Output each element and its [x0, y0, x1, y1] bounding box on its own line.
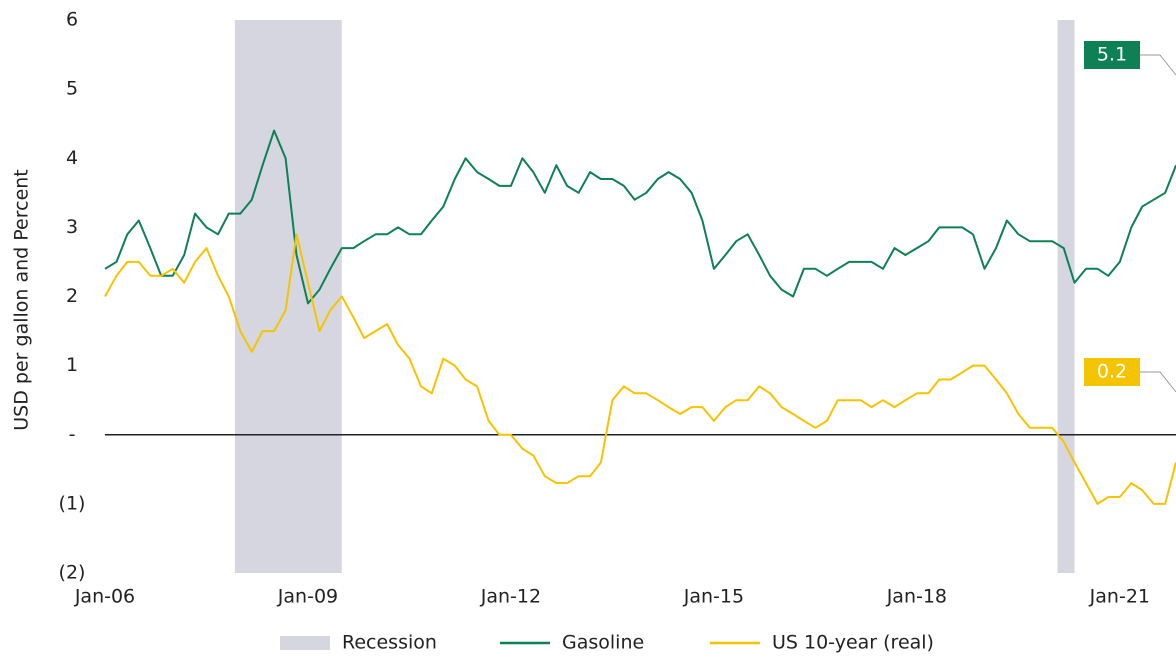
annotation-label: 0.2	[1097, 361, 1127, 383]
legend-label: Gasoline	[562, 632, 644, 654]
x-tick-label: Jan-21	[1089, 586, 1150, 608]
annotation-label: 5.1	[1097, 44, 1127, 66]
annotation-connector	[1140, 371, 1176, 393]
x-tick-label: Jan-06	[74, 586, 135, 608]
x-tick-label: Jan-09	[277, 586, 338, 608]
annotation-connector	[1140, 54, 1176, 76]
y-tick-label: (2)	[59, 562, 86, 584]
y-tick-label: -	[69, 423, 76, 445]
legend-label: US 10-year (real)	[772, 632, 934, 654]
legend-label: Recession	[342, 632, 437, 654]
y-tick-label: (1)	[59, 492, 86, 514]
recession-band	[1057, 20, 1075, 573]
series-line	[104, 129, 1176, 305]
y-tick-label: 6	[66, 9, 78, 31]
y-tick-label: 1	[66, 354, 78, 376]
y-tick-label: 3	[66, 216, 78, 238]
y-tick-label: 2	[66, 285, 78, 307]
x-tick-label: Jan-18	[886, 586, 947, 608]
x-tick-label: Jan-15	[683, 586, 744, 608]
y-tick-label: 5	[66, 78, 78, 100]
y-tick-label: 4	[66, 147, 78, 169]
x-tick-label: Jan-12	[480, 586, 541, 608]
series-line	[104, 233, 1176, 505]
legend-swatch	[280, 636, 330, 650]
annotation-box	[1084, 358, 1140, 386]
y-axis-label: USD per gallon and Percent	[11, 169, 33, 430]
annotation-box	[1084, 41, 1140, 69]
